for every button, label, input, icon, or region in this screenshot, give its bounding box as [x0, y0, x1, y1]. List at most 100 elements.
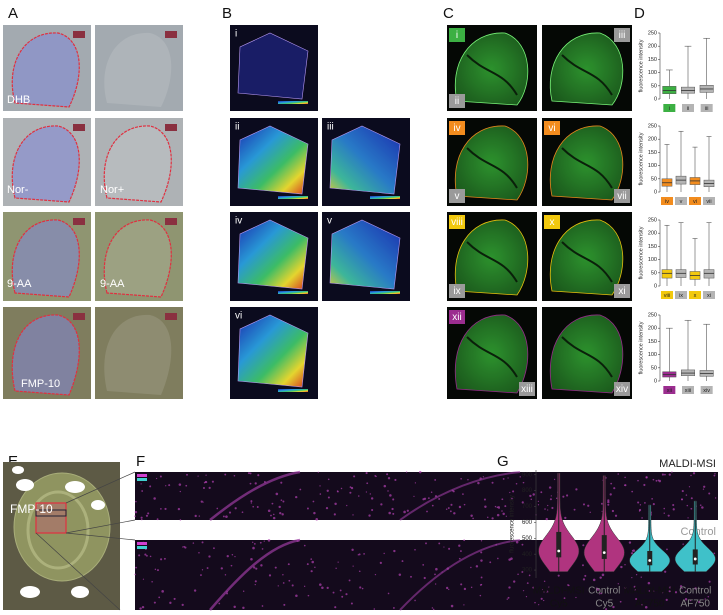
y-axis-title: fluorescence intensity	[638, 226, 644, 279]
speckle	[363, 553, 365, 555]
speckle	[423, 576, 426, 580]
violin-median	[648, 559, 652, 562]
speckle	[668, 473, 671, 476]
speckle	[142, 578, 145, 580]
violin-box	[556, 531, 562, 558]
x-tick-label: iii	[705, 106, 709, 112]
speckle	[688, 486, 691, 488]
speckle	[543, 591, 545, 593]
speckle	[154, 568, 157, 571]
speckle	[641, 603, 644, 606]
speckle	[483, 498, 486, 501]
x-tick-label: xiii	[685, 388, 691, 394]
speckle	[271, 502, 274, 505]
y-tick-label: 500	[522, 536, 533, 542]
speckle	[272, 516, 276, 520]
speckle	[515, 482, 518, 485]
speckle	[689, 599, 692, 602]
speckle	[401, 560, 404, 563]
speckle	[383, 484, 387, 488]
category-box	[703, 197, 715, 205]
speckle	[414, 482, 417, 484]
speckle	[617, 473, 619, 475]
image-label: i	[235, 29, 237, 40]
category-box	[682, 386, 694, 394]
speckle	[218, 602, 221, 605]
speckle	[349, 486, 352, 489]
speckle	[708, 492, 711, 495]
speckle	[614, 514, 618, 517]
speckle	[141, 518, 143, 521]
speckle	[339, 589, 342, 592]
speckle	[278, 505, 281, 509]
speckle	[224, 574, 227, 576]
label-box	[449, 121, 465, 135]
speckle	[458, 505, 462, 509]
speckle	[640, 576, 642, 578]
speckle	[550, 495, 552, 497]
speckle	[410, 575, 412, 578]
tissue-structure	[466, 241, 518, 283]
category-box	[675, 291, 687, 299]
y-tick-label: 900	[522, 472, 533, 478]
speckle	[261, 548, 264, 550]
speckle	[241, 511, 244, 514]
category-box	[663, 104, 676, 112]
speckle	[443, 546, 445, 548]
tissue-structure	[561, 241, 613, 283]
speckle	[511, 497, 513, 500]
speckle	[392, 512, 395, 515]
tissue-outline	[104, 32, 172, 107]
y-axis-title: fluorescence intensity	[638, 321, 644, 374]
speckle	[537, 500, 539, 502]
speckle	[282, 582, 285, 584]
speckle	[504, 505, 507, 508]
speckle	[405, 471, 408, 473]
speckle	[582, 578, 586, 581]
speckle	[406, 509, 409, 512]
box	[703, 269, 715, 279]
speckle	[425, 542, 427, 545]
speckle	[252, 505, 255, 508]
speckle	[607, 500, 610, 504]
msi-heatmap	[237, 314, 309, 388]
x-tick-label: vi	[693, 199, 697, 205]
speckle	[448, 588, 450, 591]
speckle	[613, 487, 616, 490]
violin-median	[557, 549, 561, 553]
speckle	[242, 606, 245, 610]
violin-box	[647, 551, 653, 566]
speckle	[303, 585, 306, 587]
speckle	[684, 598, 688, 601]
speckle	[674, 591, 678, 594]
speckle	[138, 554, 141, 557]
y-tick-label: 250	[648, 217, 657, 223]
speckle	[140, 516, 143, 519]
x-tick-label: v	[680, 199, 683, 205]
category-box	[700, 104, 713, 112]
speckle	[638, 510, 641, 512]
speckle	[359, 586, 362, 589]
y-tick-label: 0	[654, 96, 657, 102]
speckle	[295, 594, 298, 597]
speckle	[661, 591, 664, 594]
speckle	[547, 504, 549, 507]
speckle	[350, 602, 353, 605]
speckle	[702, 488, 705, 490]
y-tick-label: 250	[648, 30, 657, 36]
speckle	[158, 596, 161, 599]
speckle	[694, 587, 697, 590]
speckle	[644, 605, 648, 609]
speckle	[434, 583, 437, 585]
speckle	[247, 472, 250, 475]
speckle	[698, 600, 701, 604]
speckle	[512, 490, 515, 493]
label-box	[449, 310, 465, 324]
speckle	[624, 586, 627, 589]
speckle	[651, 497, 653, 500]
speckle	[668, 586, 672, 589]
speckle	[145, 514, 149, 517]
speckle	[310, 558, 313, 560]
speckle	[253, 566, 256, 569]
